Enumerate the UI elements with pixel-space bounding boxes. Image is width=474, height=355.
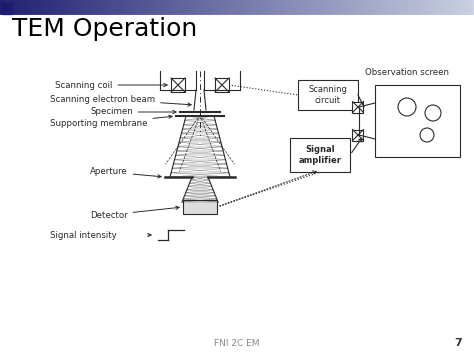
Bar	[183, 200, 217, 214]
Bar	[375, 85, 460, 157]
Bar	[353, 130, 364, 141]
Circle shape	[398, 98, 416, 116]
Text: Scanning coil: Scanning coil	[55, 81, 167, 89]
Text: Aperture: Aperture	[90, 168, 161, 178]
Text: Signal
amplifier: Signal amplifier	[299, 145, 341, 165]
Text: Specimen: Specimen	[90, 108, 176, 116]
Circle shape	[425, 105, 441, 121]
Circle shape	[420, 128, 434, 142]
Text: Signal intensity: Signal intensity	[50, 230, 117, 240]
Bar	[171, 78, 185, 92]
Bar	[2, 3, 12, 12]
Text: Scanning
circuit: Scanning circuit	[309, 85, 347, 105]
Text: 7: 7	[454, 338, 462, 348]
Text: Scanning electron beam: Scanning electron beam	[50, 94, 191, 106]
Text: TEM Operation: TEM Operation	[12, 17, 197, 41]
Text: Observation screen: Observation screen	[365, 68, 449, 77]
Text: Supporting membrane: Supporting membrane	[50, 115, 172, 129]
Bar	[290, 138, 350, 172]
Text: Detector: Detector	[90, 206, 179, 219]
Text: FNI 2C EM: FNI 2C EM	[214, 339, 260, 348]
Bar	[353, 102, 364, 113]
Bar	[2, 10, 12, 14]
Bar	[215, 78, 229, 92]
Bar	[298, 80, 358, 110]
